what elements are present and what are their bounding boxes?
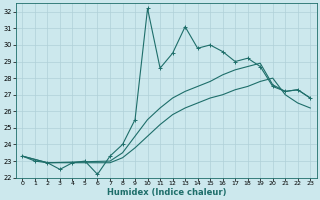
- X-axis label: Humidex (Indice chaleur): Humidex (Indice chaleur): [107, 188, 226, 197]
